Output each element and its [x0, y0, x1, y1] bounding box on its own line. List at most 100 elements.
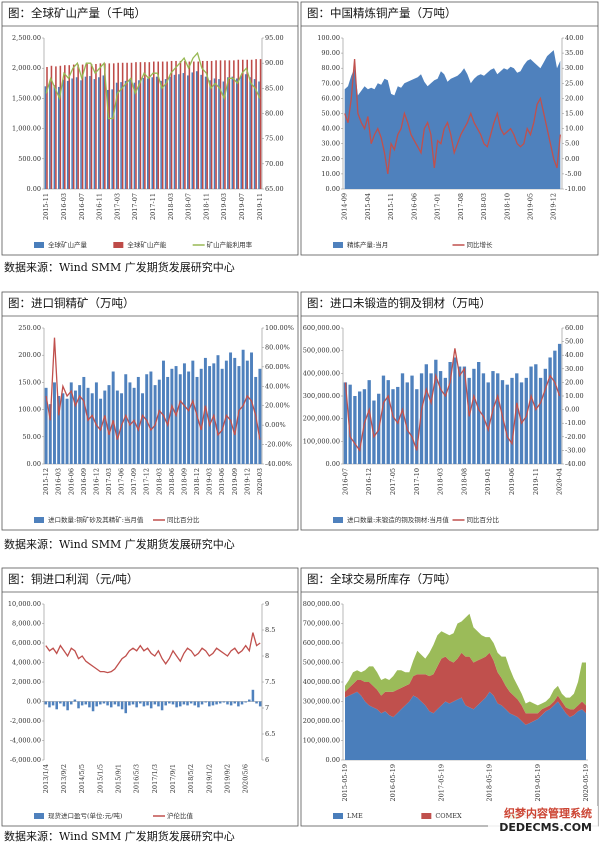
bar	[115, 390, 119, 464]
y-tick-label: 300,000.00	[303, 392, 340, 400]
y-tick-label: 0.00	[27, 460, 41, 468]
bar	[184, 60, 186, 190]
x-tick-label: 2020-03	[256, 468, 264, 495]
bar	[410, 375, 414, 464]
bar	[102, 75, 105, 189]
bar	[212, 363, 216, 464]
bar	[204, 76, 207, 189]
bar	[61, 393, 65, 464]
line-series	[45, 337, 261, 440]
bar	[534, 364, 538, 464]
x-tick-label: 2019-09	[231, 468, 239, 495]
bar	[240, 75, 242, 189]
bar	[77, 64, 79, 189]
legend-swatch	[333, 242, 343, 248]
bar	[95, 63, 97, 189]
y2-tick-label: 60.00%	[265, 363, 290, 371]
y2-tick-label: 85.00	[265, 84, 284, 92]
bar	[46, 66, 48, 189]
bar	[146, 78, 149, 189]
x-tick-label: 2017-05-19	[437, 764, 445, 801]
bar	[187, 371, 191, 464]
bar	[162, 360, 165, 464]
x-tick-label: 2017-01	[434, 193, 442, 220]
y2-tick-label: 6.5	[265, 730, 275, 738]
y2-tick-label: 90.00	[265, 59, 284, 67]
bar	[218, 79, 220, 189]
bar	[84, 76, 87, 189]
bar	[164, 701, 167, 706]
bar	[201, 60, 204, 190]
x-tick-label: 2014/5/5	[78, 764, 86, 793]
bar	[244, 74, 247, 189]
x-tick-label: 2015/9/1	[114, 764, 122, 793]
bar	[529, 366, 533, 464]
bar	[106, 89, 109, 189]
x-tick-label: 2016-12	[92, 468, 100, 495]
y2-tick-label: 40.00	[565, 351, 584, 359]
bar	[224, 60, 226, 190]
bar	[124, 701, 128, 714]
y2-tick-label: 60.00	[565, 324, 584, 332]
bar	[400, 373, 405, 464]
bar	[457, 366, 462, 464]
bar	[203, 357, 207, 464]
bar	[224, 360, 228, 464]
legend-label: 同比百分比	[467, 515, 500, 524]
bar	[50, 65, 53, 189]
bar	[120, 701, 124, 710]
legend-swatch	[113, 242, 124, 248]
y2-tick-label: 80.00	[265, 110, 284, 118]
bar	[89, 76, 91, 189]
bar	[195, 71, 198, 189]
bar	[258, 81, 260, 189]
bar	[173, 74, 176, 189]
bar	[111, 89, 113, 189]
y-tick-label: 400,000.00	[303, 369, 340, 377]
bar	[343, 382, 348, 464]
bar	[415, 389, 419, 464]
legend-label: 全球矿山产量	[48, 240, 88, 249]
bar	[93, 79, 96, 189]
y2-tick-label: 0.00	[565, 155, 579, 163]
y2-tick-label: 30.00	[565, 365, 584, 373]
y-tick-label: 4,000.00	[12, 659, 41, 667]
y2-tick-label: 7.5	[265, 678, 275, 686]
y2-tick-label: 20.00	[565, 378, 584, 386]
y2-tick-label: 35.00	[565, 49, 584, 57]
y2-tick-label: 50.00	[565, 338, 584, 346]
bar	[182, 363, 186, 464]
x-tick-label: 2019-12	[550, 193, 558, 220]
y-tick-label: 200,000.00	[303, 717, 340, 725]
y2-tick-label: 20.00%	[265, 402, 290, 410]
y-tick-label: 500,000.00	[303, 659, 340, 667]
bar	[138, 80, 140, 189]
bar	[188, 61, 191, 189]
bar	[84, 701, 88, 705]
y2-tick-label: -30.00	[565, 446, 586, 454]
bar	[132, 387, 136, 464]
bar	[141, 393, 144, 464]
x-tick-label: 2016-03	[55, 468, 63, 495]
bar	[44, 701, 48, 705]
x-tick-label: 2017-08	[457, 193, 465, 220]
bar	[142, 701, 146, 707]
y-tick-label: 1,000.00	[12, 125, 41, 133]
y-tick-label: -2,000.00	[10, 717, 41, 725]
area-series	[344, 50, 561, 189]
x-tick-label: 2019-05	[526, 193, 534, 220]
bar	[250, 352, 253, 464]
bar	[237, 701, 240, 707]
bar	[62, 701, 66, 707]
bar	[467, 377, 471, 464]
y-tick-label: 20.00	[321, 155, 340, 163]
bar	[99, 63, 102, 190]
y-tick-label: 700,000.00	[303, 620, 340, 628]
x-tick-label: 2017-06	[118, 468, 126, 495]
bar	[113, 701, 117, 705]
bar	[241, 59, 244, 189]
x-tick-label: 2018/5/2	[187, 764, 195, 793]
x-tick-label: 2018-09	[180, 468, 188, 495]
bar	[229, 701, 233, 706]
legend-label: 沪伦比值	[167, 811, 194, 820]
